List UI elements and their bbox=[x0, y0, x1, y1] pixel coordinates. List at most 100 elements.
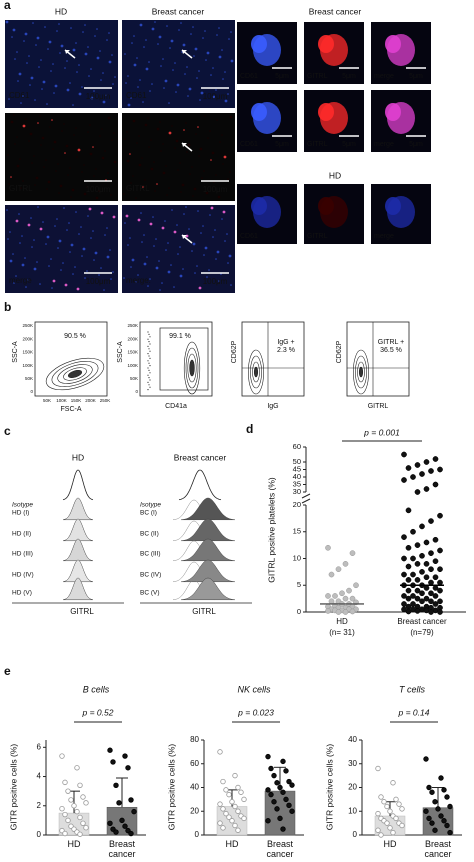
cell-dot bbox=[145, 39, 147, 41]
cell-dot bbox=[60, 44, 64, 48]
dot bbox=[339, 590, 345, 597]
cell-dot bbox=[164, 220, 166, 222]
cell-dot bbox=[179, 246, 181, 248]
cell-dot bbox=[87, 46, 89, 48]
cell-dot bbox=[127, 75, 129, 77]
cell-dot bbox=[167, 242, 169, 244]
cell-dot bbox=[16, 136, 18, 138]
histogram bbox=[180, 577, 236, 601]
dot bbox=[342, 609, 349, 615]
cell-dot bbox=[137, 274, 139, 276]
cell-dot bbox=[64, 67, 66, 69]
dot bbox=[107, 747, 113, 753]
cell-dot bbox=[87, 131, 89, 133]
cell-dot bbox=[170, 39, 174, 43]
axis-label: GITRL bbox=[192, 607, 216, 616]
cell-dot bbox=[57, 247, 59, 249]
dot bbox=[349, 595, 356, 602]
flow-tick-label: 150K bbox=[22, 350, 33, 355]
dot bbox=[423, 459, 430, 465]
cell-dot bbox=[230, 59, 234, 63]
dot bbox=[401, 451, 407, 458]
density-contour bbox=[57, 364, 93, 384]
dot bbox=[405, 577, 412, 583]
cell-dot bbox=[215, 89, 217, 91]
cell-dot bbox=[94, 251, 98, 255]
flow-tick-label: 50K bbox=[130, 376, 138, 381]
cell-dot bbox=[147, 117, 149, 119]
cell-dot bbox=[105, 94, 107, 96]
cell-dot bbox=[127, 244, 129, 246]
dot bbox=[119, 817, 125, 824]
cell-dot bbox=[175, 139, 179, 143]
y-tick-label: 0 bbox=[353, 830, 358, 839]
dot bbox=[220, 825, 226, 831]
dot bbox=[414, 561, 421, 567]
dot bbox=[423, 756, 429, 762]
x-tick-label-box: Breast cancer bbox=[266, 839, 293, 859]
dot bbox=[116, 800, 122, 806]
cell-dot bbox=[125, 82, 127, 84]
cell-dot bbox=[18, 72, 22, 76]
histogram bbox=[180, 518, 236, 542]
dot bbox=[423, 561, 430, 567]
scale-label: 100μm bbox=[86, 185, 111, 194]
cell-dot bbox=[138, 163, 142, 167]
axis-break bbox=[301, 493, 311, 499]
cell-dot bbox=[155, 238, 157, 240]
column-header: Breast cancer bbox=[174, 452, 227, 462]
y-tick-label: 0 bbox=[195, 830, 200, 839]
dot bbox=[432, 799, 438, 805]
cell-dot bbox=[92, 230, 94, 232]
cell-dot bbox=[33, 155, 35, 157]
axis-label: CD41a bbox=[165, 403, 187, 410]
cell-dot bbox=[189, 173, 191, 175]
event bbox=[147, 331, 149, 333]
dot bbox=[77, 814, 83, 821]
dot bbox=[274, 806, 280, 812]
cell-dot bbox=[61, 130, 63, 132]
column-header: HD bbox=[55, 6, 67, 16]
dot bbox=[387, 808, 393, 814]
event bbox=[149, 357, 151, 359]
y-tick-label: 20 bbox=[190, 806, 199, 815]
cell-dot bbox=[136, 57, 138, 59]
cell-dot bbox=[89, 152, 93, 156]
density-contour bbox=[352, 349, 369, 395]
dot bbox=[432, 601, 439, 607]
x-tick-note: (n= 31) bbox=[329, 628, 355, 637]
dot bbox=[342, 595, 349, 602]
dot bbox=[349, 608, 356, 615]
cell-dot bbox=[163, 87, 165, 89]
cell-dot bbox=[56, 30, 58, 32]
cell-dot bbox=[204, 115, 206, 117]
cell-blob bbox=[385, 103, 401, 121]
cell-dot bbox=[130, 266, 132, 268]
cell-dot bbox=[75, 42, 77, 44]
dot bbox=[405, 587, 412, 594]
cell-dot bbox=[25, 118, 27, 120]
event bbox=[149, 386, 151, 388]
cell-dot bbox=[29, 132, 33, 136]
dot bbox=[428, 590, 434, 597]
arrow-head bbox=[182, 235, 187, 239]
dot bbox=[217, 820, 223, 826]
cell-blob bbox=[318, 35, 334, 53]
cell-dot bbox=[73, 134, 75, 136]
dot bbox=[401, 477, 407, 483]
y-tick-label: 60 bbox=[190, 759, 199, 768]
histogram bbox=[178, 469, 222, 501]
cell-dot bbox=[48, 40, 52, 44]
dot bbox=[438, 775, 444, 781]
dot bbox=[419, 552, 425, 559]
cell-dot bbox=[66, 88, 70, 92]
cell-dot bbox=[84, 277, 86, 279]
cell-dot bbox=[200, 91, 204, 95]
channel-label: merge. bbox=[126, 276, 151, 285]
cell-dot bbox=[69, 82, 71, 84]
cell-dot bbox=[206, 276, 208, 278]
row-label: BC (I) bbox=[140, 510, 157, 517]
cell-dot bbox=[84, 24, 86, 26]
cell-dot bbox=[78, 233, 80, 235]
